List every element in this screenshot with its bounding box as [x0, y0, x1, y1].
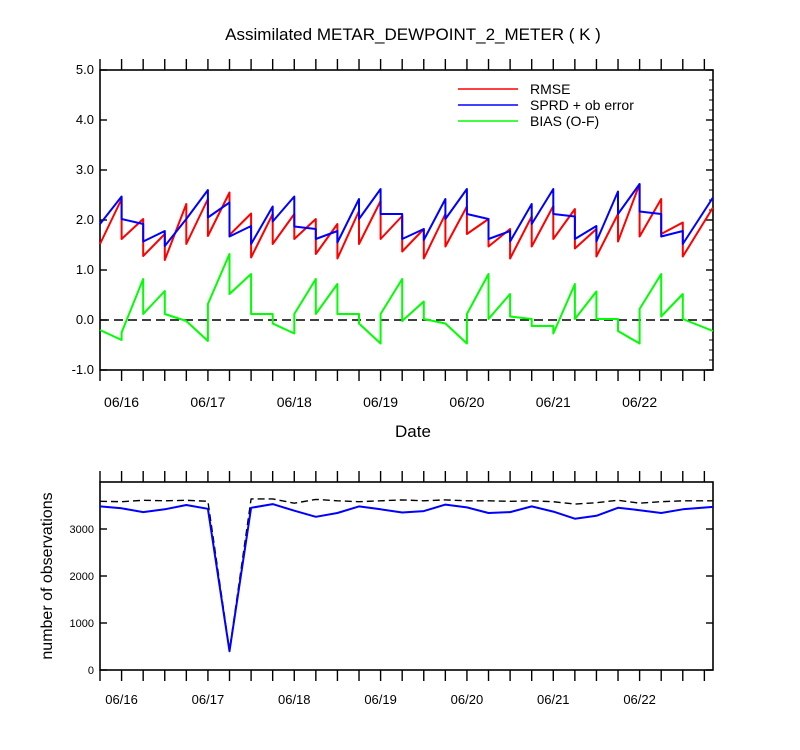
- x-tick-label: 06/22: [622, 394, 657, 410]
- x-tick-label: 06/19: [364, 692, 397, 707]
- x-tick-label: 06/19: [363, 394, 398, 410]
- legend-label: BIAS (O-F): [530, 113, 599, 129]
- x-tick-label: 06/17: [192, 692, 225, 707]
- top-series-group: [99, 183, 714, 345]
- legend-label: SPRD + ob error: [530, 97, 634, 113]
- y-tick-label: 3000: [70, 524, 94, 536]
- x-tick-label: 06/22: [623, 692, 656, 707]
- series-line-bias-o-f: [99, 253, 714, 345]
- bottom-plot-frame: [99, 481, 714, 671]
- y-tick-label: 3.0: [76, 162, 94, 177]
- y-tick-label: 0.0: [76, 312, 94, 327]
- y-tick-label: 2000: [70, 571, 94, 583]
- x-tick-label: 06/18: [278, 692, 311, 707]
- legend-label: RMSE: [530, 81, 570, 97]
- x-tick-label: 06/20: [451, 692, 484, 707]
- y-tick-label: 0: [88, 665, 94, 677]
- bottom-chart: 0 1000 2000 3000 06/16 06/17 06/18 06/19 06/20 06…: [39, 471, 714, 707]
- y-tick-label: 2.0: [76, 212, 94, 227]
- x-tick-label: 06/18: [277, 394, 312, 410]
- x-tick-label: 06/16: [105, 692, 138, 707]
- series-line-series-1: [99, 503, 714, 653]
- bottom-axes: 0 1000 2000 3000 06/16 06/17 06/18 06/19 06/20 06…: [70, 471, 713, 707]
- x-tick-label: 06/16: [104, 394, 139, 410]
- y-tick-label: -1.0: [72, 362, 94, 377]
- top-axes: -1.0 0.0 1.0 2.0 3.0 4.0 5.0 06/16 06/17 06/18 06/…: [72, 59, 713, 410]
- bottom-series-group: [99, 498, 714, 653]
- y-tick-label: 1.0: [76, 262, 94, 277]
- x-tick-label: 06/21: [537, 692, 570, 707]
- x-tick-label: 06/20: [449, 394, 484, 410]
- chart-title: Assimilated METAR_DEWPOINT_2_METER ( K ): [225, 25, 601, 44]
- series-line-sprd-ob-error: [99, 183, 714, 247]
- y-axis-label-observations: number of observations: [39, 492, 56, 659]
- y-tick-label: 4.0: [76, 112, 94, 127]
- x-tick-label: 06/17: [190, 394, 225, 410]
- series-line-series-0: [99, 498, 713, 651]
- top-chart: Assimilated METAR_DEWPOINT_2_METER ( K )…: [72, 25, 714, 441]
- y-tick-label: 5.0: [76, 62, 94, 77]
- x-axis-label: Date: [395, 422, 431, 441]
- x-tick-label: 06/21: [536, 394, 571, 410]
- y-tick-label: 1000: [70, 618, 94, 630]
- series-line-rmse: [99, 183, 714, 261]
